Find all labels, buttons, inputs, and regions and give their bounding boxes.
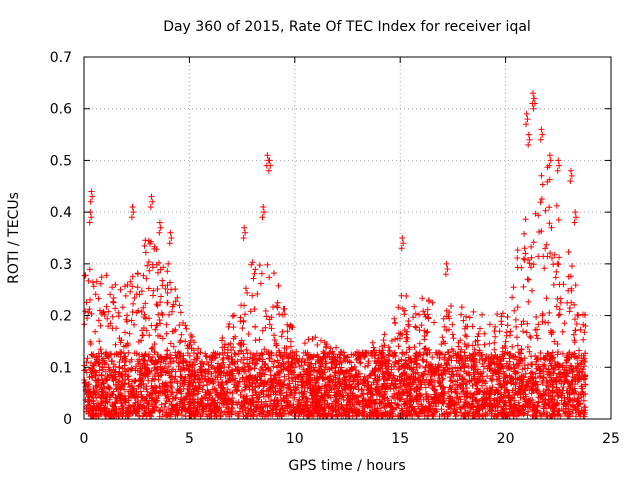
y-tick-label: 0.7 xyxy=(50,50,72,66)
x-tick-label: 20 xyxy=(497,431,515,447)
points-layer xyxy=(81,90,589,420)
chart-title: Day 360 of 2015, Rate Of TEC Index for r… xyxy=(163,19,531,35)
x-tick-label: 25 xyxy=(602,431,620,447)
y-tick-label: 0.2 xyxy=(50,309,72,325)
x-tick-label: 5 xyxy=(185,431,194,447)
y-tick-label: 0 xyxy=(63,412,72,428)
y-tick-label: 0.4 xyxy=(50,205,72,221)
ticks-layer: 0 5 10 15 20 25 0 0.1 0.2 0.3 0.4 0.5 0.6 0.7 xyxy=(50,50,620,447)
scatter-points xyxy=(81,90,589,420)
y-tick-label: 0.6 xyxy=(50,102,72,118)
plot-frame xyxy=(83,56,612,420)
x-tick-label: 10 xyxy=(286,431,304,447)
y-tick-label: 0.3 xyxy=(50,257,72,273)
y-tick-label: 0.5 xyxy=(50,153,72,169)
y-axis-label: ROTI / TECUs xyxy=(6,192,22,284)
x-tick-label: 0 xyxy=(80,431,89,447)
y-tick-label: 0.1 xyxy=(50,360,72,376)
x-tick-label: 15 xyxy=(391,431,409,447)
x-axis-label: GPS time / hours xyxy=(288,458,405,474)
